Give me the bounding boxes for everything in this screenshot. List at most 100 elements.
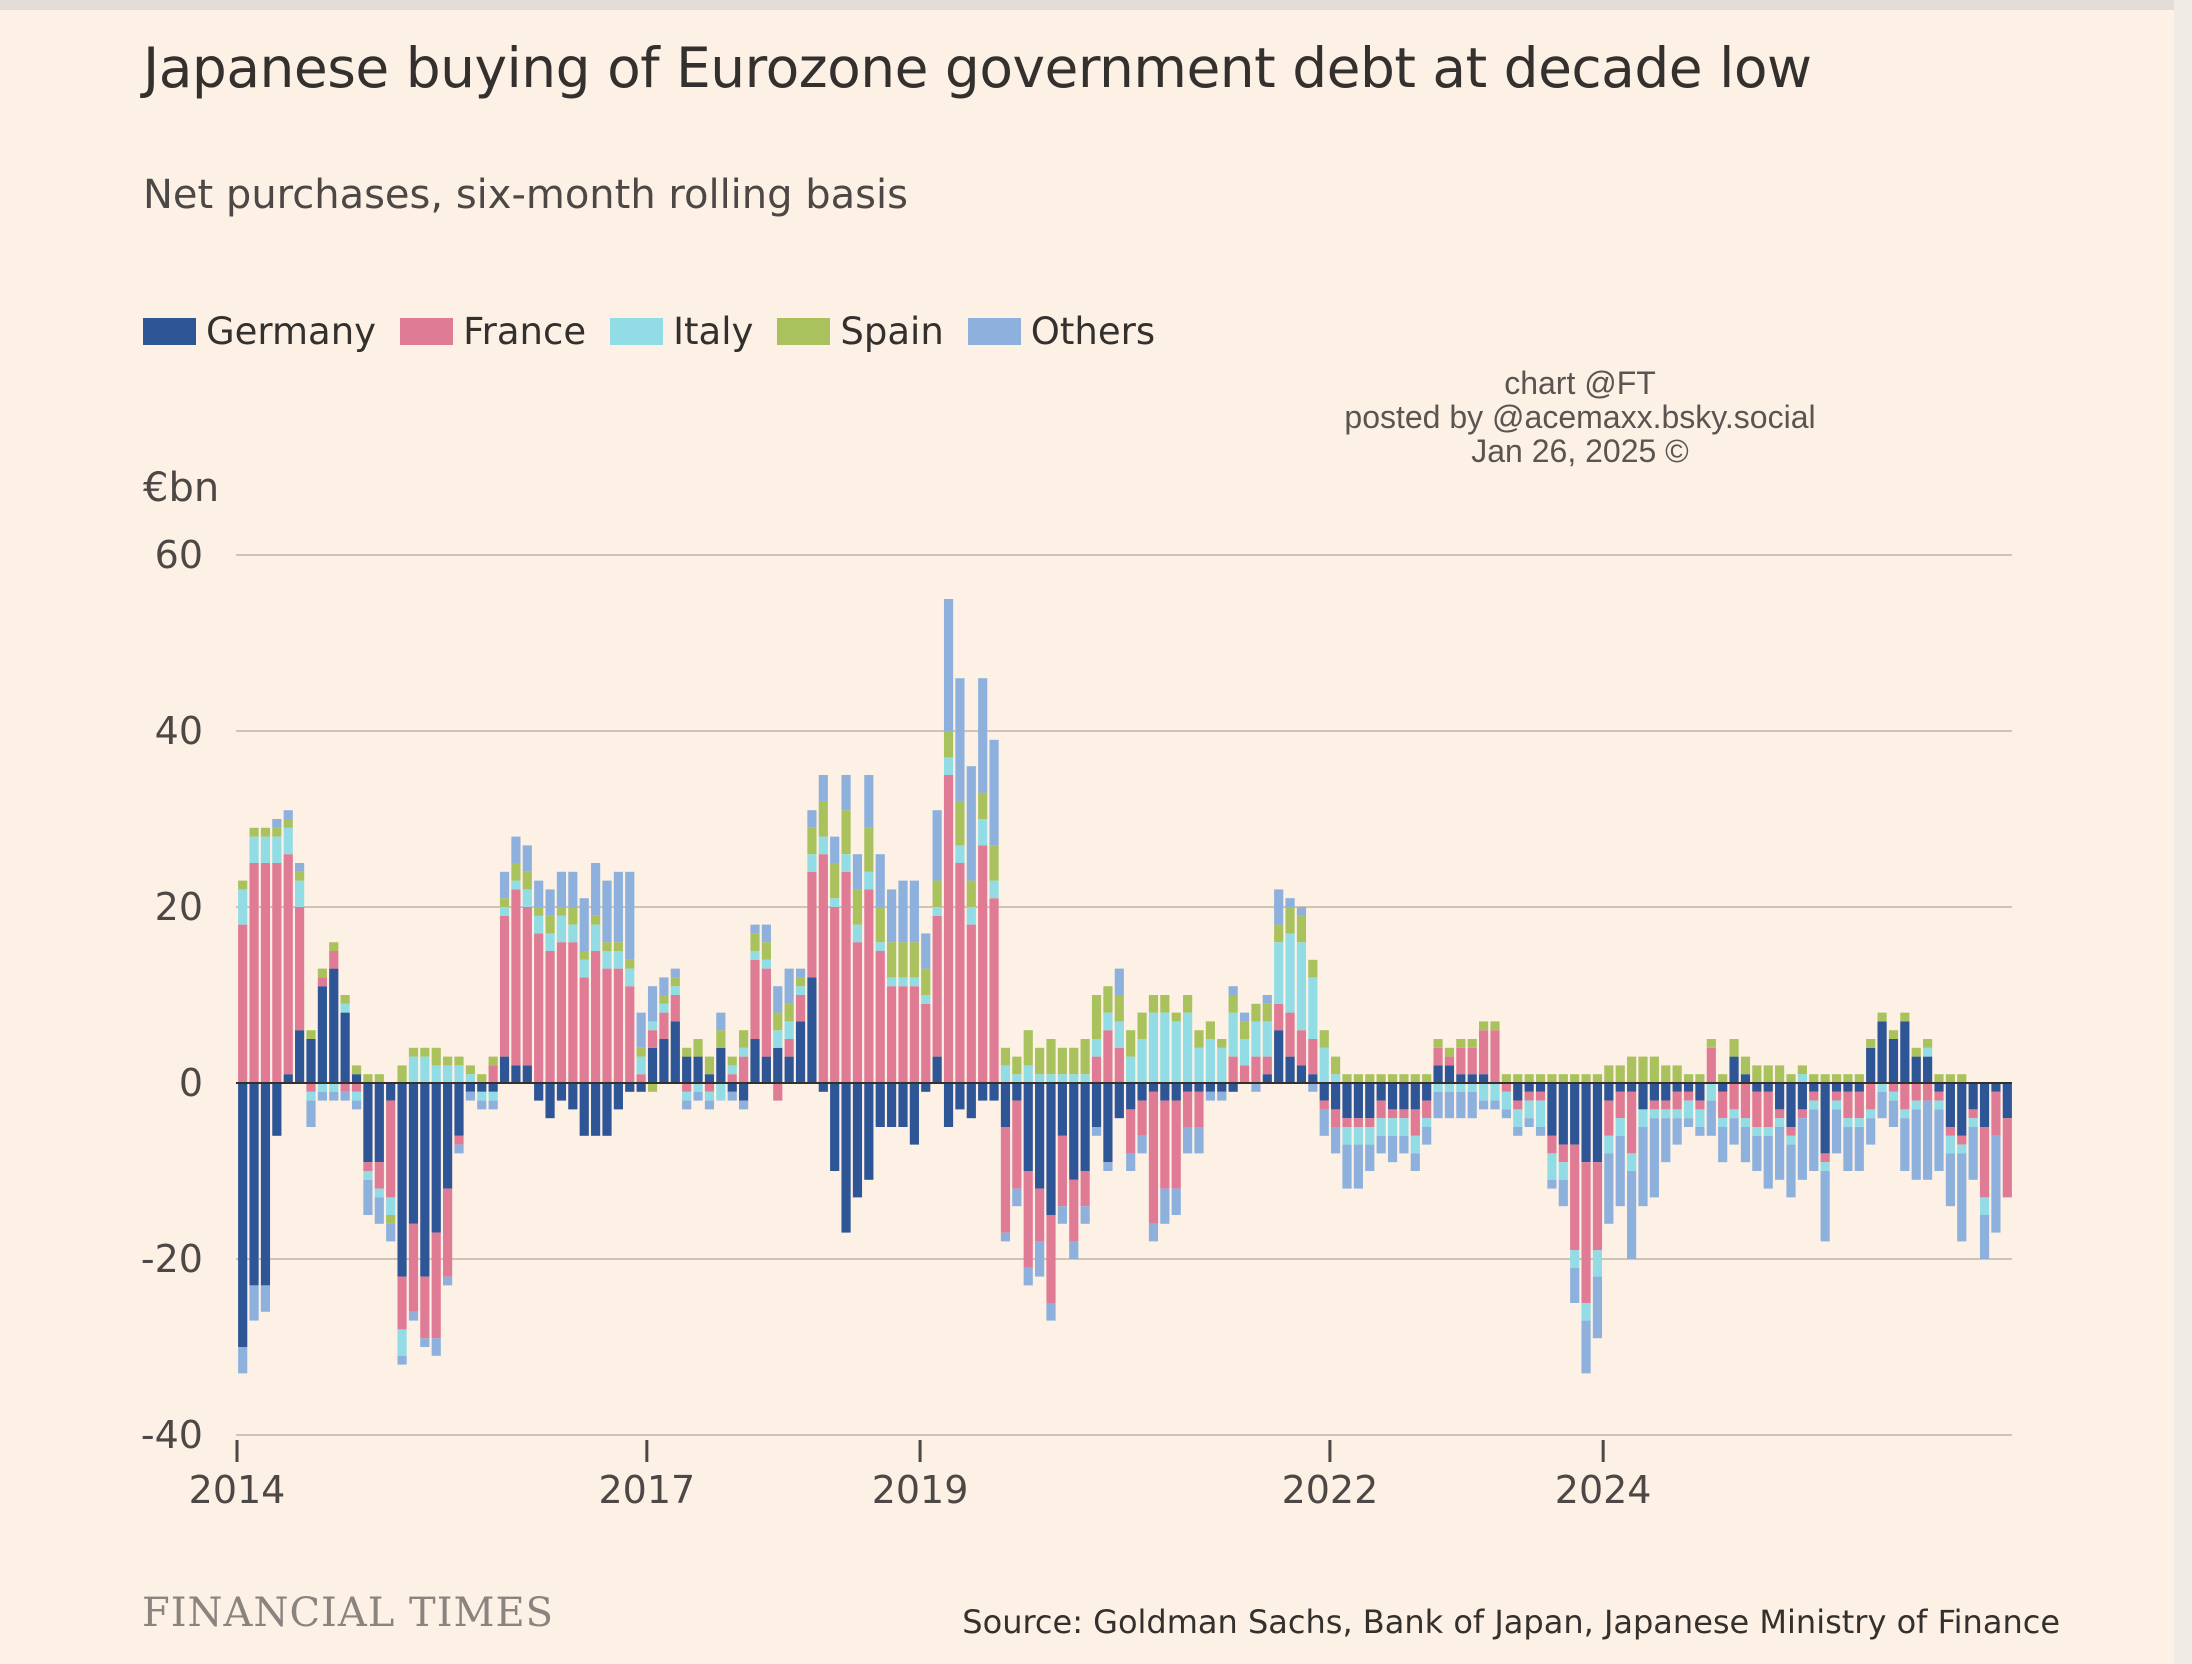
- legend-label-france: France: [463, 310, 587, 353]
- bar-segment-spain: [1501, 1074, 1511, 1083]
- bar-segment-france: [875, 951, 885, 1083]
- bar-segment-germany: [420, 1083, 430, 1277]
- bar-segment-italy: [1638, 1109, 1648, 1127]
- bar-segment-italy: [887, 977, 897, 987]
- bar-segment-spain: [1627, 1056, 1637, 1083]
- bar-segment-france: [1581, 1162, 1591, 1303]
- bar-segment-germany: [1353, 1083, 1363, 1119]
- bar-segment-others: [625, 871, 635, 960]
- bar-segment-germany: [1228, 1083, 1238, 1092]
- bar-segment-germany: [1513, 1083, 1523, 1101]
- bar-segment-france: [408, 1223, 419, 1312]
- bar-segment-italy: [260, 836, 271, 863]
- bar-segment-italy: [898, 977, 908, 987]
- bar-segment-spain: [1900, 1012, 1910, 1022]
- bar-segment-spain: [613, 942, 623, 951]
- bar-segment-germany: [1057, 1083, 1067, 1136]
- y-tick-label: -40: [141, 1413, 203, 1457]
- x-tick-label: 2024: [1555, 1468, 1652, 1512]
- bar-segment-spain: [1456, 1039, 1466, 1048]
- bar-segment-italy: [739, 1047, 749, 1057]
- legend-item-spain: Spain: [777, 310, 944, 353]
- bar-segment-germany: [682, 1056, 692, 1083]
- bar-segment-spain: [750, 933, 760, 951]
- bar-segment-germany: [534, 1083, 544, 1101]
- bar-segment-others: [465, 1091, 475, 1101]
- bar-segment-france: [1057, 1135, 1067, 1207]
- bar-segment-france: [1854, 1091, 1864, 1119]
- bar-segment-germany: [1274, 1030, 1284, 1083]
- bar-segment-spain: [739, 1030, 749, 1048]
- bar-segment-others: [1718, 1127, 1728, 1163]
- bar-segment-italy: [477, 1091, 487, 1101]
- bar-segment-others: [1205, 1091, 1215, 1101]
- bar-segment-others: [397, 1355, 407, 1365]
- bar-segment-france: [1672, 1091, 1682, 1110]
- bar-segment-others: [1479, 1100, 1489, 1110]
- bar-segment-italy: [295, 880, 305, 907]
- bar-segment-spain: [1057, 1047, 1067, 1075]
- bar-segment-germany: [1695, 1083, 1705, 1101]
- bar-segment-others: [818, 775, 828, 802]
- bar-segment-france: [1979, 1127, 1990, 1198]
- bar-segment-germany: [989, 1083, 999, 1101]
- bar-segment-italy: [1888, 1091, 1899, 1101]
- bar-segment-spain: [921, 968, 931, 995]
- bar-segment-germany: [465, 1083, 475, 1092]
- bar-segment-italy: [454, 1065, 464, 1083]
- bar-segment-italy: [716, 1083, 726, 1101]
- bar-segment-italy: [511, 880, 521, 890]
- bar-segment-spain: [1524, 1074, 1534, 1083]
- bar-segment-italy: [932, 907, 942, 916]
- bar-segment-germany: [386, 1083, 396, 1101]
- bar-segment-spain: [1570, 1074, 1580, 1083]
- bar-segment-italy: [1467, 1083, 1477, 1092]
- bar-segment-others: [1080, 1206, 1090, 1224]
- bar-segment-others: [454, 1144, 464, 1154]
- bar-segment-others: [1672, 1118, 1682, 1145]
- bar-segment-france: [1479, 1030, 1489, 1075]
- bar-segment-france: [1752, 1091, 1762, 1127]
- bar-segment-spain: [1251, 1003, 1261, 1022]
- legend-swatch-italy: [610, 318, 664, 345]
- bar-segment-italy: [1979, 1197, 1990, 1215]
- bar-segment-germany: [249, 1083, 259, 1286]
- bar-segment-france: [739, 1056, 749, 1083]
- bar-segment-others: [1160, 1188, 1170, 1224]
- legend-item-germany: Germany: [143, 310, 376, 353]
- bar-segment-germany: [568, 1083, 578, 1110]
- bar-segment-others: [1171, 1188, 1181, 1215]
- bar-segment-france: [613, 968, 623, 1083]
- bar-segment-spain: [1274, 924, 1284, 943]
- bar-segment-germany: [1661, 1083, 1671, 1101]
- bar-segment-others: [1422, 1127, 1432, 1145]
- bar-segment-spain: [1581, 1074, 1591, 1083]
- bar-segment-spain: [454, 1056, 464, 1066]
- bar-segment-france: [1900, 1083, 1910, 1110]
- bar-segment-germany: [1456, 1074, 1466, 1083]
- bar-segment-germany: [1331, 1083, 1341, 1110]
- bar-segment-others: [1467, 1091, 1477, 1119]
- bar-segment-france: [317, 977, 327, 987]
- bar-segment-germany: [1319, 1083, 1329, 1101]
- bar-segment-france: [545, 951, 555, 1083]
- bar-segment-france: [1809, 1091, 1819, 1101]
- bar-segment-italy: [602, 951, 612, 969]
- bar-segment-spain: [1490, 1021, 1500, 1031]
- bar-segment-spain: [534, 907, 544, 916]
- bar-segment-others: [1729, 1118, 1739, 1145]
- bar-segment-others: [1661, 1118, 1671, 1163]
- bar-segment-others: [1740, 1127, 1751, 1163]
- bar-segment-others: [1456, 1091, 1466, 1119]
- bar-segment-spain: [830, 863, 840, 899]
- bar-segment-italy: [1968, 1118, 1978, 1127]
- bar-segment-germany: [613, 1083, 623, 1110]
- bar-segment-france: [1365, 1118, 1375, 1127]
- bar-segment-italy: [1581, 1303, 1591, 1321]
- bar-segment-others: [670, 968, 680, 978]
- bar-segment-spain: [1592, 1074, 1603, 1083]
- bar-segment-germany: [1740, 1074, 1751, 1083]
- bar-segment-germany: [761, 1056, 771, 1083]
- bar-segment-others: [1319, 1109, 1329, 1136]
- bar-segment-others: [238, 1347, 248, 1374]
